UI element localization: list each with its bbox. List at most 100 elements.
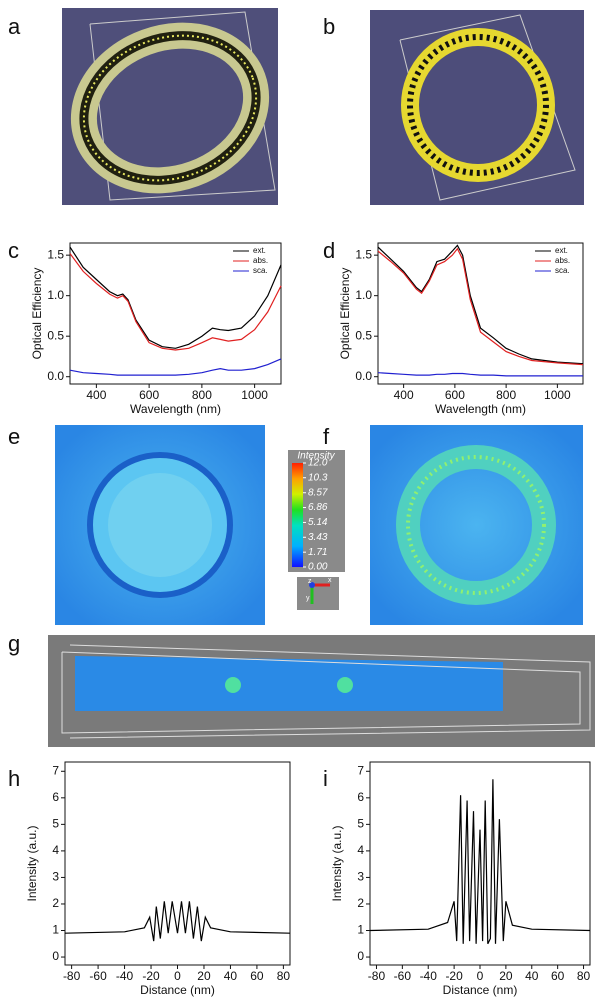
colorbar-title: Intensity — [297, 451, 335, 462]
plot-frame — [369, 761, 591, 966]
x-tick-label: 600 — [139, 388, 159, 402]
x-tick-label: 400 — [86, 388, 106, 402]
panel-label: c — [8, 238, 19, 263]
y-axis-label: Optical Efficiency — [338, 268, 352, 360]
axis-icon-label: x — [328, 577, 332, 584]
legend-label: abs. — [253, 256, 268, 265]
y-tick-label: 7 — [52, 763, 59, 777]
x-tick-label: 20 — [197, 969, 211, 983]
render-g — [48, 635, 595, 747]
x-tick-label: 80 — [577, 969, 591, 983]
colorbar-tick-label: 8.57 — [308, 487, 328, 498]
colorbar-tick-label: 10.3 — [308, 472, 328, 483]
x-axis-label: Distance (nm) — [443, 983, 518, 997]
line — [69, 358, 282, 376]
x-tick-label: -60 — [89, 969, 107, 983]
field-e — [55, 425, 265, 625]
x-tick-label: 0 — [477, 969, 484, 983]
x-tick-label: 80 — [277, 969, 291, 983]
line — [377, 372, 583, 377]
x-axis-label: Wavelength (nm) — [435, 402, 526, 416]
y-tick-label: 3 — [52, 870, 59, 884]
y-axis-label: Intensity (a.u.) — [330, 825, 344, 901]
y-tick-label: 0.0 — [355, 369, 372, 383]
colorbar-tick-label: 5.14 — [308, 517, 328, 528]
plot-frame — [64, 761, 291, 966]
x-tick-label: -40 — [116, 969, 134, 983]
y-tick-label: 6 — [52, 790, 59, 804]
colorbar-tick-label: 1.71 — [308, 547, 327, 558]
colorbar-tick-label: 0.00 — [308, 562, 328, 573]
y-tick-label: 0.5 — [47, 328, 64, 342]
line — [69, 253, 282, 351]
line — [377, 244, 584, 365]
x-tick-label: 1000 — [241, 388, 268, 402]
x-tick-label: 40 — [525, 969, 539, 983]
y-tick-label: 1.0 — [47, 288, 64, 302]
y-tick-label: 2 — [52, 896, 59, 910]
panel-label: g — [8, 631, 20, 656]
y-tick-label: 0.5 — [355, 328, 372, 342]
colorbar-tick-label: 12.0 — [308, 458, 328, 469]
field-f — [370, 425, 583, 625]
x-tick-label: 20 — [499, 969, 513, 983]
y-tick-label: 0 — [357, 949, 364, 963]
y-tick-label: 4 — [52, 843, 59, 857]
x-tick-label: -60 — [394, 969, 412, 983]
x-tick-label: 600 — [445, 388, 465, 402]
legend-label: sca. — [253, 266, 268, 275]
render-b — [370, 10, 584, 205]
line — [69, 246, 282, 349]
x-tick-label: -20 — [445, 969, 463, 983]
legend-label: abs. — [555, 256, 570, 265]
x-tick-label: 60 — [250, 969, 264, 983]
panel-label: f — [323, 424, 330, 449]
panel-label: i — [323, 766, 328, 791]
y-axis-label: Intensity (a.u.) — [25, 825, 39, 901]
x-tick-label: 0 — [174, 969, 181, 983]
colorbar-tick-label: 3.43 — [308, 532, 328, 543]
axis-icon-label: z — [308, 578, 312, 585]
panel-label: b — [323, 14, 335, 39]
y-tick-label: 1.0 — [355, 288, 372, 302]
line — [377, 247, 584, 366]
x-tick-label: 800 — [192, 388, 212, 402]
x-tick-label: -80 — [63, 969, 81, 983]
y-axis-label: Optical Efficiency — [30, 268, 44, 360]
x-tick-label: -80 — [368, 969, 386, 983]
y-tick-label: 5 — [52, 817, 59, 831]
render-a — [62, 8, 278, 205]
x-axis-label: Distance (nm) — [140, 983, 215, 997]
panel-label: e — [8, 424, 20, 449]
panel-label: a — [8, 14, 21, 39]
plot-frame — [377, 242, 584, 385]
y-tick-label: 5 — [357, 817, 364, 831]
y-tick-label: 1.5 — [355, 247, 372, 261]
x-tick-label: 40 — [224, 969, 238, 983]
y-tick-label: 4 — [357, 843, 364, 857]
colorbar-tick-label: 6.86 — [308, 502, 328, 513]
x-tick-label: 60 — [551, 969, 565, 983]
y-tick-label: 0 — [52, 949, 59, 963]
legend-label: ext. — [555, 246, 568, 255]
y-tick-label: 7 — [357, 763, 364, 777]
axis-icon: z x y — [297, 577, 339, 610]
axis-icon-label: y — [306, 595, 310, 602]
x-tick-label: -20 — [142, 969, 160, 983]
panel-label: d — [323, 238, 335, 263]
legend-label: sca. — [555, 266, 570, 275]
y-tick-label: 1 — [52, 923, 59, 937]
panel-label: h — [8, 766, 20, 791]
y-tick-label: 2 — [357, 896, 364, 910]
x-tick-label: -40 — [420, 969, 438, 983]
line — [64, 901, 291, 942]
y-tick-label: 0.0 — [47, 369, 64, 383]
y-tick-label: 1.5 — [47, 247, 64, 261]
x-axis-label: Wavelength (nm) — [130, 402, 221, 416]
colorbar: Intensity — [288, 450, 345, 572]
y-tick-label: 3 — [357, 870, 364, 884]
legend-label: ext. — [253, 246, 266, 255]
x-tick-label: 400 — [394, 388, 414, 402]
y-tick-label: 6 — [357, 790, 364, 804]
